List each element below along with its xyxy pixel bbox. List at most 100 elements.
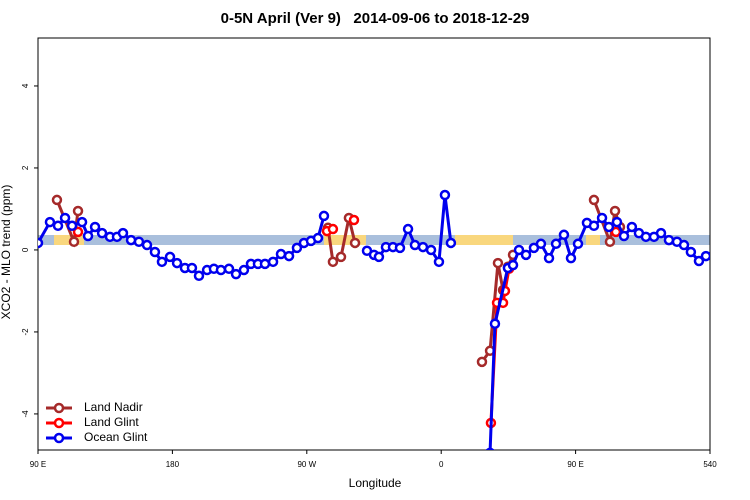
data-point [149,246,161,258]
data-point [238,264,250,276]
legend-marker [53,402,65,414]
y-axis-label: XCO2 - MLO trend (ppm) [0,185,13,320]
x-tick-label: 90 E [30,460,46,469]
data-point [565,252,577,264]
ocean-band [38,235,710,245]
data-point [445,237,457,249]
data-point [610,226,622,238]
data-point [603,221,615,233]
data-point [394,242,406,254]
data-point [604,236,616,247]
data-point [164,251,176,263]
data-point [535,238,547,250]
data-point [117,227,129,239]
data-point [663,234,675,246]
data-point [44,216,56,228]
data-point [373,251,385,263]
data-point [492,257,504,269]
data-point [156,256,168,268]
data-point [171,257,183,269]
y-tick-label: -4 [21,410,30,418]
data-point [82,230,94,242]
data-point [402,223,414,235]
data-point [223,263,235,275]
legend-marker [53,432,65,444]
land-band [455,235,513,245]
land-band [586,235,600,245]
data-point [678,239,690,251]
data-point [215,264,227,276]
x-axis-label: Longitude [349,476,402,490]
x-tick-label: 180 [166,460,180,469]
data-point [318,210,330,222]
data-point [513,244,525,256]
legend-label: Ocean Glint [84,430,148,444]
data-point [89,221,101,233]
chart-title: 0-5N April (Ver 9) 2014-09-06 to 2018-12… [221,10,530,27]
data-point [409,239,421,251]
data-point [485,447,495,450]
y-tick-label: 2 [21,165,30,170]
data-point [572,238,584,250]
data-point [439,189,451,201]
data-point [693,255,705,267]
data-point [550,238,562,250]
data-point [68,236,80,247]
data-point [66,220,78,232]
data-point [283,250,295,262]
data-point [312,232,324,244]
data-point [489,318,501,329]
data-point [51,194,63,206]
data-point [417,241,429,253]
data-point [291,242,303,254]
data-point [267,256,279,268]
data-point [611,216,623,228]
data-point [588,194,600,206]
data-point [349,237,361,249]
data-point [52,220,64,232]
data-point [38,237,44,249]
y-tick-label: 4 [21,83,30,88]
data-point [507,259,519,271]
data-point [588,220,600,232]
legend-label: Land Nadir [84,400,143,414]
x-tick-label: 540 [703,460,717,469]
data-point [133,236,145,247]
data-point [59,212,71,224]
data-point [596,212,608,224]
data-point [72,205,84,217]
data-point [425,244,437,256]
data-point [327,256,339,268]
data-point [626,221,638,233]
data-point [230,268,242,280]
x-tick-label: 0 [439,460,444,469]
data-point [141,239,153,251]
data-point [558,229,570,241]
data-point [72,226,84,238]
data-point [433,256,445,268]
data-point [609,205,621,217]
data-point [618,230,630,242]
plot-area [38,189,710,450]
data-point [193,270,205,282]
data-point [335,251,347,263]
x-tick-label: 90 E [567,460,583,469]
y-tick-label: -2 [21,328,30,336]
data-point [186,262,198,274]
data-point [76,216,88,228]
data-point [327,223,339,235]
legend-marker [53,417,65,429]
data-point [640,231,652,243]
x-tick-label: 90 W [297,460,316,469]
data-point [476,356,488,368]
data-point [348,214,360,226]
data-point [520,249,532,261]
data-point [275,248,287,260]
land-band [54,235,84,245]
data-point [685,246,697,258]
data-point [96,227,108,239]
legend-label: Land Glint [84,415,139,429]
y-tick-label: 0 [21,247,30,252]
